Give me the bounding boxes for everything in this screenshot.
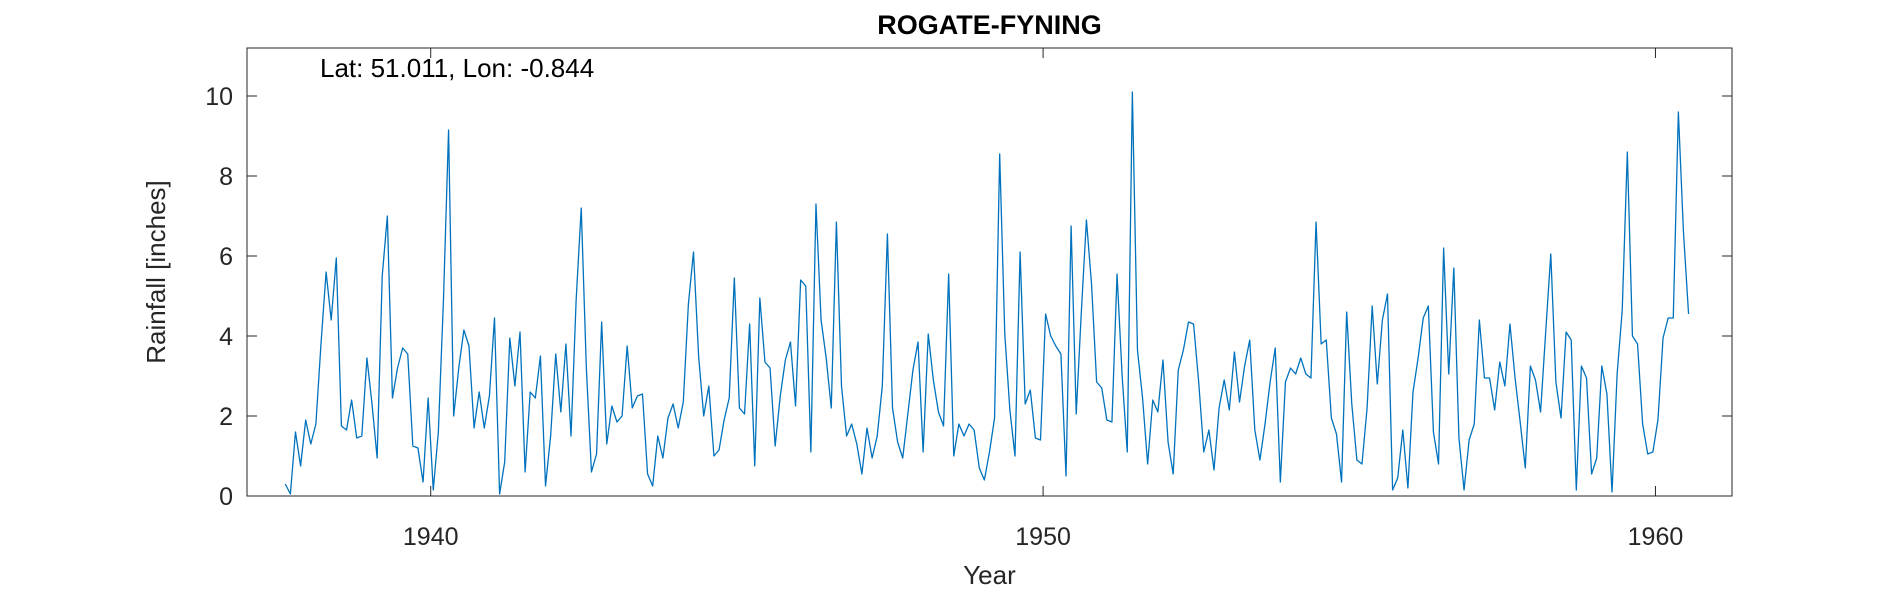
y-tick-label: 6	[219, 243, 233, 271]
y-tick-label: 8	[219, 163, 233, 191]
chart-title: ROGATE-FYNING	[877, 10, 1102, 40]
location-annotation: Lat: 51.011, Lon: -0.844	[320, 53, 594, 83]
axis-tick-labels: 0 2 4 6 8 10 1940 1950 1960	[205, 83, 1683, 551]
y-tick-label: 0	[219, 483, 233, 511]
x-tick-label: 1950	[1015, 523, 1071, 551]
x-tick-label: 1960	[1628, 523, 1684, 551]
x-tick-label: 1940	[403, 523, 459, 551]
y-axis-label: Rainfall [inches]	[141, 180, 171, 364]
y-tick-label: 10	[205, 83, 233, 111]
axes-box	[246, 47, 1733, 497]
x-axis-label: Year	[963, 560, 1016, 590]
y-tick-label: 2	[219, 403, 233, 431]
axis-ticks	[247, 48, 1732, 497]
rainfall-series-line	[284, 91, 1690, 495]
plot-area	[246, 47, 1733, 497]
y-tick-label: 4	[219, 323, 233, 351]
